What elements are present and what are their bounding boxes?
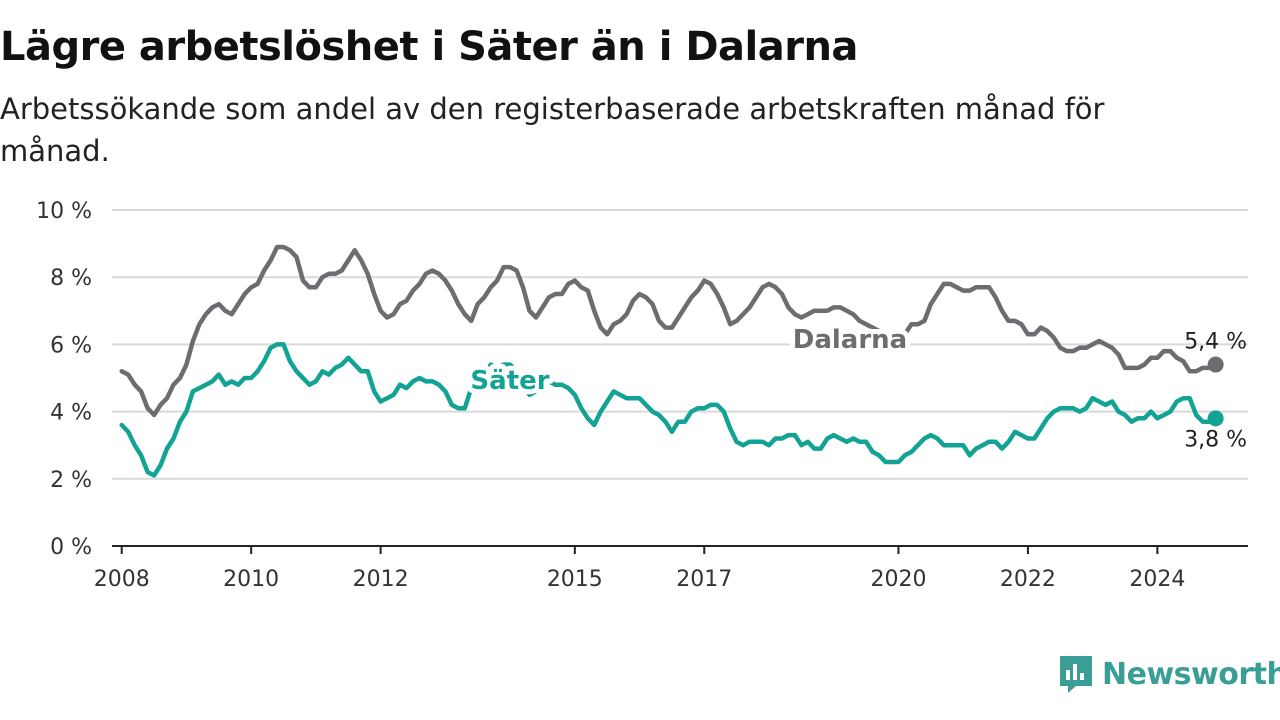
y-tick-label: 4 % <box>50 401 92 426</box>
end-point-säter <box>1207 410 1224 427</box>
newsworthy-chart-logo-icon <box>1060 656 1092 693</box>
y-tick-label: 2 % <box>50 468 92 493</box>
series-line-dalarna <box>119 244 1218 418</box>
series-lines <box>119 244 1224 478</box>
series-label-dalarna: Dalarna <box>793 325 907 355</box>
series-label-halo: Dalarna <box>793 325 907 355</box>
brand-name: Newsworthy <box>1102 656 1280 692</box>
series-label-halo: Säter <box>470 366 549 396</box>
x-tick-label: 2017 <box>676 567 732 592</box>
series-label-säter: Säter <box>470 366 549 396</box>
chart-subtitle: Arbetssökande som andel av den registerb… <box>0 92 1105 168</box>
x-tick-label: 2020 <box>870 567 926 592</box>
series-line-säter <box>119 342 1218 478</box>
y-tick-label: 8 % <box>50 266 92 291</box>
y-tick-label: 6 % <box>50 333 92 358</box>
x-tick-label: 2012 <box>353 567 409 592</box>
y-tick-label: 0 % <box>50 535 92 560</box>
y-axis-tick-labels: 0 % 2 % 4 % 6 % 8 % 10 % <box>36 199 92 560</box>
y-tick-label: 10 % <box>36 199 92 224</box>
end-value-label-dalarna: 5,4 % <box>1184 330 1247 355</box>
x-tick-label: 2010 <box>223 567 279 592</box>
end-value-label-säter: 3,8 % <box>1184 427 1247 452</box>
end-point-dalarna <box>1207 356 1224 373</box>
x-tick-label: 2015 <box>547 567 603 592</box>
x-tick-label: 2024 <box>1129 567 1185 592</box>
x-tick-label: 2022 <box>1000 567 1056 592</box>
x-axis-ticks: 2008 2010 2012 2015 2017 2020 2022 2024 <box>94 546 1185 592</box>
x-tick-label: 2008 <box>94 567 150 592</box>
chart-title: Lägre arbetslöshet i Säter än i Dalarna <box>0 24 858 70</box>
newsworthy-logo: Newsworthy <box>1058 654 1280 694</box>
